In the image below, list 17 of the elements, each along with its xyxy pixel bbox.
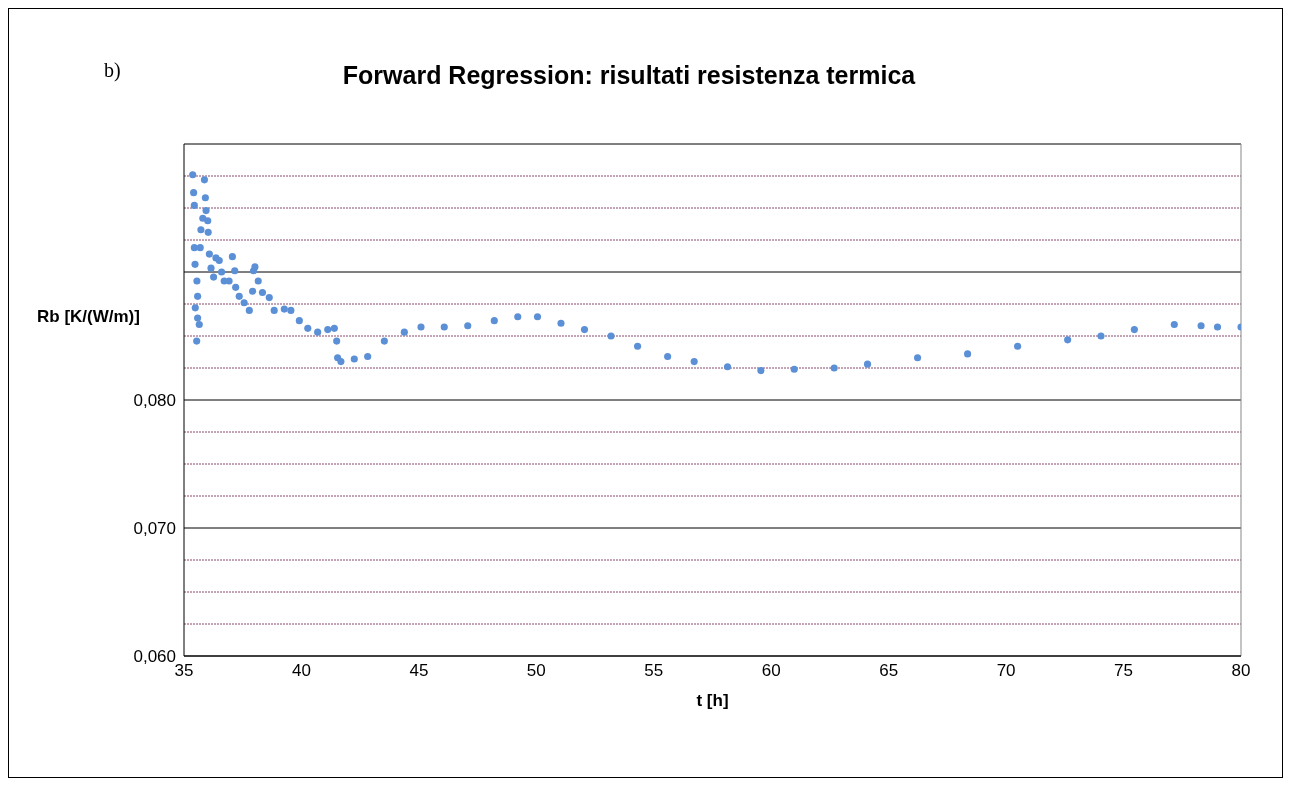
y-tick-label: 0,070 (133, 519, 176, 539)
x-tick-label: 70 (996, 661, 1016, 681)
x-tick-label: 35 (174, 661, 194, 681)
x-tick-label: 55 (644, 661, 664, 681)
y-axis-title: Rb [K/(W/m)] (37, 307, 140, 327)
y-tick-label: 0,060 (133, 647, 176, 667)
x-tick-label: 75 (1114, 661, 1134, 681)
x-tick-label: 60 (761, 661, 781, 681)
y-tick-label: 0,080 (133, 391, 176, 411)
x-tick-label: 65 (879, 661, 899, 681)
x-tick-label: 40 (291, 661, 311, 681)
text: b) (104, 59, 121, 82)
x-tick-label: 80 (1231, 661, 1251, 681)
chart-title: Forward Regression: risultati resistenza termica (342, 61, 916, 89)
x-tick-label: 50 (526, 661, 546, 681)
x-axis-title: t [h] (695, 691, 730, 711)
x-tick-label: 45 (409, 661, 429, 681)
